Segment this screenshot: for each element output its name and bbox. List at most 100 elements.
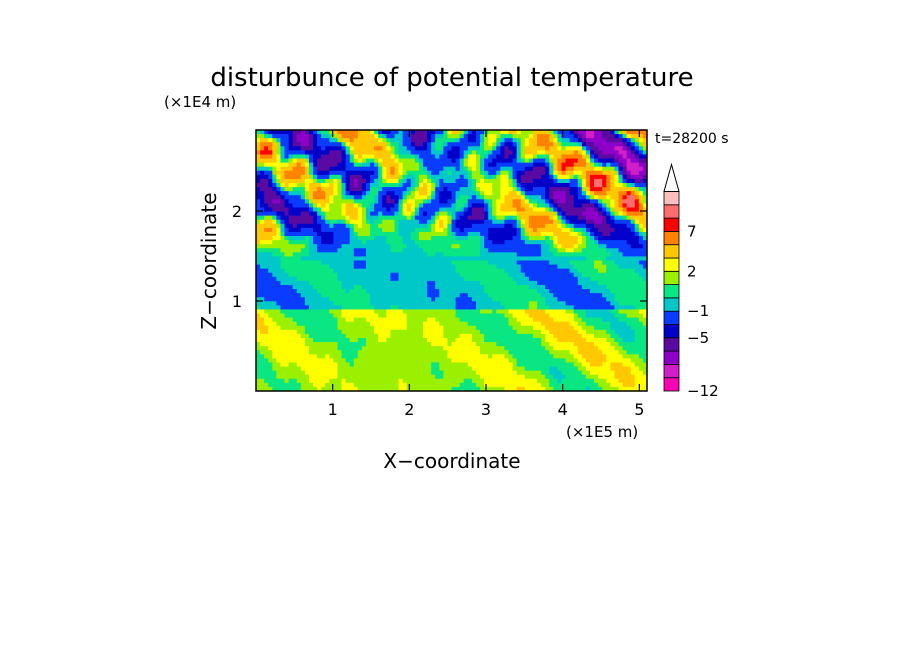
heatmap-cell: [594, 289, 599, 294]
heatmap-cell: [528, 134, 534, 139]
heatmap-cell: [459, 142, 465, 147]
heatmap-cell: [288, 293, 294, 298]
heatmap-cell: [418, 301, 424, 306]
heatmap-cell: [260, 178, 265, 184]
heatmap-cell: [553, 207, 558, 212]
heatmap-cell: [606, 227, 611, 233]
heatmap-cell: [500, 280, 505, 286]
heatmap-cell: [317, 174, 322, 180]
heatmap-cell: [475, 333, 481, 339]
heatmap-cell: [268, 329, 273, 335]
heatmap-cell: [577, 276, 583, 282]
heatmap-cell: [630, 276, 636, 282]
heatmap-cell: [504, 240, 509, 245]
heatmap-cell: [602, 215, 607, 221]
heatmap-cell: [610, 240, 615, 245]
heatmap-cell: [475, 158, 481, 164]
heatmap-cell: [545, 329, 550, 335]
heatmap-cell: [431, 325, 436, 331]
heatmap-cell: [504, 284, 509, 290]
heatmap-cell: [512, 244, 518, 249]
heatmap-cell: [325, 337, 330, 343]
heatmap-cell: [545, 293, 550, 298]
heatmap-cell: [284, 252, 289, 257]
heatmap-cell: [402, 227, 408, 233]
heatmap-cell: [634, 231, 640, 237]
heatmap-cell: [317, 284, 322, 290]
heatmap-cell: [553, 268, 558, 274]
heatmap-cell: [370, 333, 375, 339]
heatmap-cell: [642, 215, 648, 221]
heatmap-cell: [353, 183, 359, 188]
heatmap-cell: [333, 191, 338, 196]
heatmap-cell: [585, 268, 591, 274]
heatmap-cell: [610, 248, 615, 253]
heatmap-cell: [463, 252, 469, 257]
heatmap-cell: [406, 236, 412, 241]
heatmap-cell: [390, 138, 395, 143]
heatmap-cell: [325, 276, 330, 282]
heatmap-cell: [516, 268, 522, 274]
heatmap-cell: [443, 223, 448, 229]
heatmap-cell: [304, 219, 310, 225]
heatmap-cell: [439, 183, 444, 188]
heatmap-cell: [308, 162, 314, 168]
heatmap-cell: [565, 329, 571, 335]
heatmap-cell: [537, 305, 542, 310]
heatmap-cell: [614, 231, 619, 237]
heatmap-cell: [296, 154, 302, 159]
heatmap-cell: [402, 293, 408, 298]
heatmap-cell: [329, 325, 334, 331]
heatmap-cell: [272, 223, 277, 229]
heatmap-cell: [496, 252, 501, 257]
heatmap-cell: [467, 297, 473, 302]
heatmap-cell: [618, 289, 623, 294]
heatmap-cell: [467, 211, 473, 217]
heatmap-cell: [577, 305, 583, 310]
heatmap-cell: [431, 313, 436, 318]
heatmap-cell: [622, 272, 628, 278]
heatmap-cell: [594, 297, 599, 302]
heatmap-cell: [443, 333, 448, 339]
heatmap-cell: [337, 289, 342, 294]
heatmap-cell: [353, 191, 359, 196]
heatmap-cell: [256, 207, 261, 212]
heatmap-cell: [577, 162, 583, 168]
heatmap-cell: [475, 276, 481, 282]
heatmap-cell: [594, 203, 599, 208]
heatmap-cell: [325, 309, 330, 314]
heatmap-cell: [374, 158, 379, 164]
heatmap-cell: [549, 158, 554, 164]
heatmap-cell: [626, 138, 632, 143]
heatmap-cell: [435, 252, 440, 257]
heatmap-cell: [280, 207, 285, 212]
heatmap-cell: [288, 158, 294, 164]
heatmap-cell: [365, 317, 371, 323]
heatmap-cell: [256, 305, 261, 310]
heatmap-cell: [390, 333, 395, 339]
heatmap-cell: [626, 321, 632, 327]
heatmap-cell: [337, 333, 342, 339]
heatmap-cell: [602, 309, 607, 314]
heatmap-cell: [508, 203, 513, 208]
heatmap-cell: [614, 333, 619, 339]
heatmap-cell: [545, 138, 550, 143]
heatmap-cell: [606, 236, 611, 241]
heatmap-cell: [280, 333, 285, 339]
heatmap-cell: [630, 317, 636, 323]
heatmap-cell: [264, 170, 269, 176]
heatmap-cell: [394, 154, 399, 159]
heatmap-cell: [598, 280, 603, 286]
heatmap-cell: [443, 211, 448, 217]
heatmap-cell: [398, 223, 404, 229]
heatmap-cell: [345, 297, 351, 302]
heatmap-cell: [638, 174, 644, 180]
heatmap-cell: [512, 187, 518, 192]
heatmap-cell: [634, 162, 640, 168]
heatmap-cell: [378, 337, 383, 343]
heatmap-cell: [467, 162, 473, 168]
heatmap-cell: [459, 211, 465, 217]
heatmap-cell: [427, 240, 432, 245]
heatmap-cell: [594, 284, 599, 290]
heatmap-cell: [288, 191, 294, 196]
